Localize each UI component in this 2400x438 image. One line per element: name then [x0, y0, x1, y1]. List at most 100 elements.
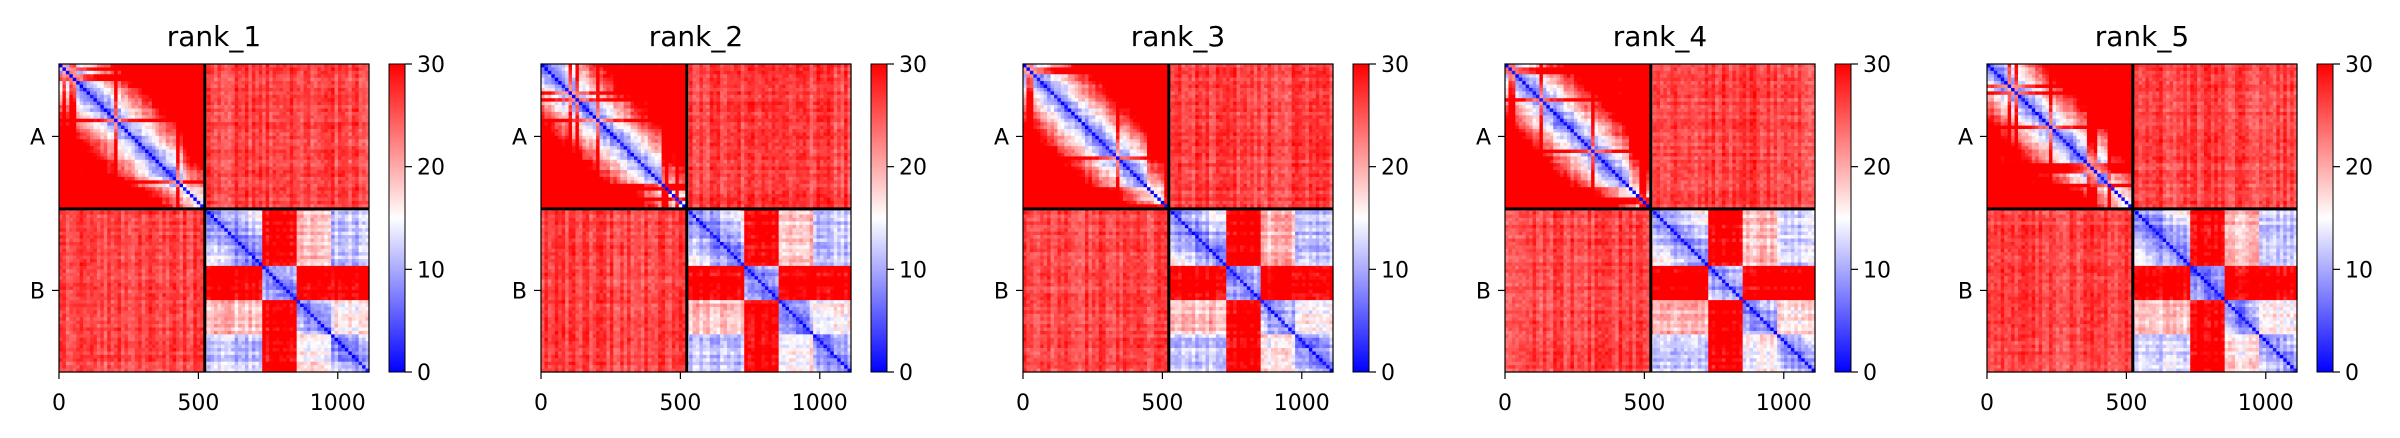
- heatmap-cell: [214, 211, 218, 215]
- heatmap-cell: [214, 153, 218, 157]
- heatmap-cell: [283, 88, 287, 92]
- heatmap-cell: [286, 126, 290, 130]
- heatmap-cell: [300, 64, 304, 68]
- heatmap-cell: [162, 71, 166, 75]
- heatmap-cell: [242, 74, 246, 78]
- heatmap-cell: [317, 139, 321, 143]
- heatmap-cell: [235, 85, 239, 89]
- heatmap-cell: [235, 136, 239, 140]
- heatmap-cell: [317, 88, 321, 92]
- heatmap-cell: [266, 187, 270, 191]
- heatmap-cell: [248, 211, 252, 215]
- heatmap-cell: [335, 132, 339, 136]
- heatmap-cell: [124, 239, 128, 243]
- heatmap-cell: [93, 108, 97, 112]
- heatmap-cell: [314, 67, 318, 71]
- heatmap-cell: [269, 153, 273, 157]
- heatmap-cell: [235, 108, 239, 112]
- heatmap-cell: [145, 126, 149, 130]
- heatmap-cell: [87, 136, 91, 140]
- heatmap-cell: [262, 150, 266, 154]
- heatmap-cell: [69, 174, 73, 178]
- heatmap-cell: [145, 91, 149, 95]
- heatmap-cell: [152, 115, 156, 119]
- heatmap-cell: [279, 150, 283, 154]
- heatmap-cell: [269, 122, 273, 126]
- heatmap-cell: [180, 201, 184, 205]
- heatmap-cell: [76, 102, 80, 106]
- heatmap-cell: [90, 91, 94, 95]
- heatmap-cell: [245, 153, 249, 157]
- heatmap-cell: [235, 88, 239, 92]
- heatmap-cell: [107, 156, 111, 160]
- heatmap-cell: [266, 85, 270, 89]
- heatmap-cell: [180, 239, 184, 243]
- heatmap-cell: [255, 160, 259, 164]
- heatmap-cell: [245, 78, 249, 82]
- heatmap-cell: [317, 67, 321, 71]
- heatmap-cell: [235, 170, 239, 174]
- heatmap-cell: [259, 102, 263, 106]
- heatmap-cell: [104, 136, 108, 140]
- heatmap-cell: [317, 112, 321, 116]
- heatmap-cell: [355, 249, 359, 253]
- heatmap-cell: [69, 160, 73, 164]
- heatmap-cell: [348, 184, 352, 188]
- heatmap-cell: [238, 242, 242, 246]
- heatmap-cell: [159, 249, 163, 253]
- heatmap-cell: [135, 211, 139, 215]
- heatmap-cell: [104, 167, 108, 171]
- heatmap-cell: [104, 184, 108, 188]
- heatmap-cell: [197, 191, 201, 195]
- heatmap-cell: [69, 126, 73, 130]
- heatmap-cell: [259, 78, 263, 82]
- heatmap-cell: [293, 177, 297, 181]
- heatmap-cell: [297, 91, 301, 95]
- heatmap-cell: [245, 132, 249, 136]
- heatmap-cell: [273, 78, 277, 82]
- heatmap-cell: [324, 194, 328, 198]
- heatmap-cell: [207, 163, 211, 167]
- heatmap-cell: [217, 95, 221, 99]
- heatmap-cell: [321, 143, 325, 147]
- heatmap-cell: [228, 105, 232, 109]
- heatmap-cell: [186, 129, 190, 133]
- heatmap-cell: [359, 194, 363, 198]
- heatmap-cell: [83, 143, 87, 147]
- heatmap-cell: [100, 150, 104, 154]
- heatmap-cell: [293, 122, 297, 126]
- heatmap-cell: [266, 129, 270, 133]
- heatmap-cell: [335, 88, 339, 92]
- heatmap-cell: [317, 184, 321, 188]
- heatmap-cell: [314, 170, 318, 174]
- heatmap-cell: [235, 197, 239, 201]
- heatmap-cell: [155, 184, 159, 188]
- heatmap-cell: [228, 102, 232, 106]
- heatmap-cell: [73, 74, 77, 78]
- heatmap-cell: [310, 119, 314, 123]
- heatmap-cell: [62, 211, 66, 215]
- heatmap-cell: [224, 98, 228, 102]
- heatmap-cell: [276, 191, 280, 195]
- heatmap-cell: [145, 215, 149, 219]
- heatmap-cell: [352, 197, 356, 201]
- heatmap-cell: [80, 74, 84, 78]
- heatmap-cell: [324, 112, 328, 116]
- heatmap-cell: [138, 143, 142, 147]
- heatmap-cell: [87, 174, 91, 178]
- heatmap-cell: [173, 187, 177, 191]
- heatmap-cell: [142, 197, 146, 201]
- heatmap-cell: [338, 184, 342, 188]
- heatmap-cell: [118, 108, 122, 112]
- heatmap-cell: [62, 71, 66, 75]
- heatmap-cell: [62, 177, 66, 181]
- heatmap-cell: [114, 74, 118, 78]
- heatmap-cell: [135, 67, 139, 71]
- heatmap-cell: [286, 197, 290, 201]
- heatmap-cell: [252, 91, 256, 95]
- heatmap-cell: [262, 249, 266, 253]
- heatmap-cell: [262, 91, 266, 95]
- heatmap-cell: [66, 225, 70, 229]
- heatmap-cell: [221, 167, 225, 171]
- heatmap-cell: [255, 150, 259, 154]
